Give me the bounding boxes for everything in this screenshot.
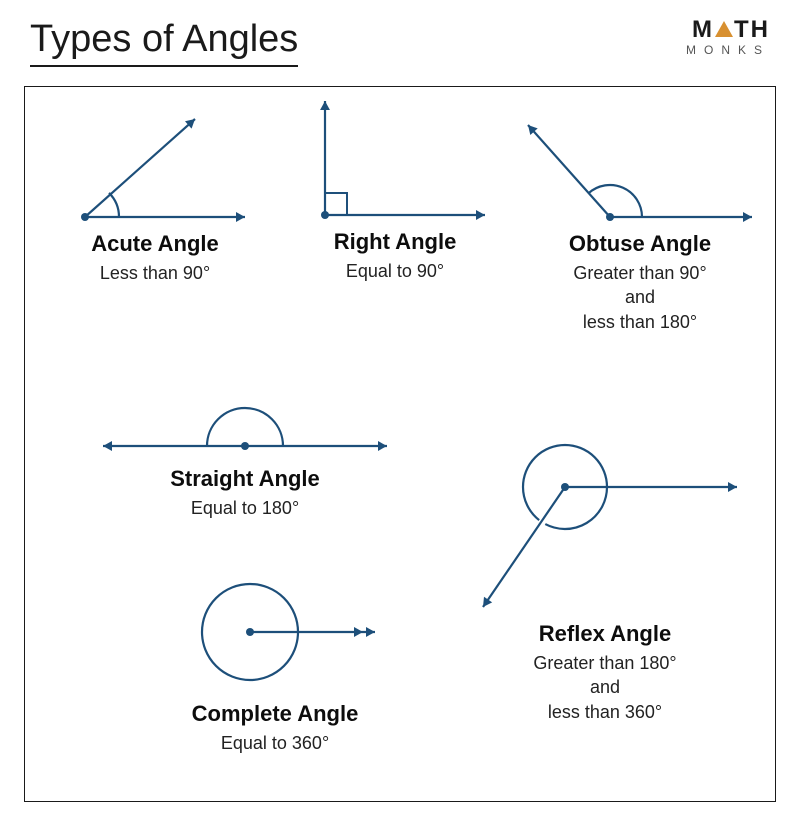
right-angle-desc: Equal to 90° — [285, 259, 505, 283]
straight-angle-name: Straight Angle — [85, 466, 405, 492]
straight-angle-diagram — [95, 372, 395, 462]
acute-angle-desc: Less than 90° — [45, 261, 265, 285]
obtuse-angle-desc: Greater than 90°andless than 180° — [515, 261, 765, 334]
logo-top: M TH — [686, 18, 770, 42]
complete-angle: Complete Angle Equal to 360° — [135, 567, 415, 755]
logo-m: M — [692, 16, 714, 43]
right-angle-name: Right Angle — [285, 229, 505, 255]
complete-angle-name: Complete Angle — [135, 701, 415, 727]
right-angle-diagram — [295, 95, 495, 225]
complete-angle-desc: Equal to 360° — [135, 731, 415, 755]
logo: M TH MONKS — [686, 18, 770, 56]
right-angle: Right Angle Equal to 90° — [285, 95, 505, 283]
obtuse-angle-diagram — [520, 107, 760, 227]
acute-angle-name: Acute Angle — [45, 231, 265, 257]
straight-angle: Straight Angle Equal to 180° — [85, 372, 405, 520]
obtuse-angle-name: Obtuse Angle — [515, 231, 765, 257]
acute-angle: Acute Angle Less than 90° — [45, 107, 265, 285]
complete-angle-diagram — [155, 567, 395, 697]
logo-bottom: MONKS — [686, 44, 770, 56]
header: Types of Angles M TH MONKS — [30, 18, 770, 67]
acute-angle-diagram — [55, 107, 255, 227]
page-title: Types of Angles — [30, 18, 298, 67]
logo-triangle-icon — [715, 21, 733, 37]
reflex-angle: Reflex Angle Greater than 180°andless tha… — [455, 417, 755, 724]
reflex-angle-name: Reflex Angle — [455, 621, 755, 647]
reflex-angle-diagram — [465, 417, 745, 617]
logo-th: TH — [734, 16, 770, 43]
diagram-frame: Acute Angle Less than 90° Right Angle Equal… — [24, 86, 776, 802]
reflex-angle-desc: Greater than 180°andless than 360° — [455, 651, 755, 724]
straight-angle-desc: Equal to 180° — [85, 496, 405, 520]
obtuse-angle: Obtuse Angle Greater than 90°andless than… — [515, 107, 765, 334]
